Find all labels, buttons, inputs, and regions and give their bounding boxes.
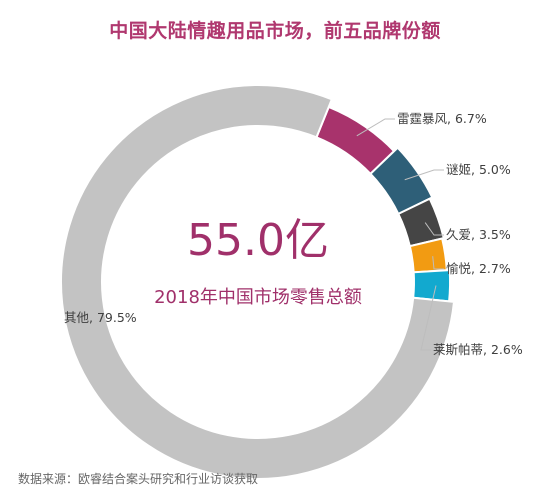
leader-line-1 bbox=[356, 118, 395, 137]
leader-line-2 bbox=[404, 169, 444, 181]
slice-label-4: 愉悦, 2.7% bbox=[446, 261, 511, 276]
slices-layer bbox=[60, 84, 456, 480]
leader-line-4 bbox=[432, 256, 444, 270]
leader-line-3 bbox=[424, 222, 444, 236]
slice-label-6: 其他, 79.5% bbox=[64, 310, 137, 325]
leader-line-5 bbox=[420, 285, 437, 351]
source-note: 数据来源：欧睿结合案头研究和行业访谈获取 bbox=[18, 472, 259, 486]
slice-label-2: 谜姬, 5.0% bbox=[446, 162, 511, 177]
slice-label-5: 莱斯帕蒂, 2.6% bbox=[433, 342, 523, 357]
center-total-value: 55.0亿 bbox=[187, 215, 329, 266]
chart-title: 中国大陆情趣用品市场，前五品牌份额 bbox=[109, 20, 441, 42]
labels-layer: 雷霆暴风, 6.7% 谜姬, 5.0% 久爱, 3.5% 愉悦, 2.7% 莱斯帕蒂, … bbox=[64, 111, 523, 357]
slice-label-1: 雷霆暴风, 6.7% bbox=[397, 111, 487, 126]
slice-5 bbox=[412, 269, 452, 303]
slice-6 bbox=[60, 84, 456, 480]
center-caption: 2018年中国市场零售总额 bbox=[154, 287, 362, 308]
slice-label-3: 久爱, 3.5% bbox=[446, 227, 511, 242]
